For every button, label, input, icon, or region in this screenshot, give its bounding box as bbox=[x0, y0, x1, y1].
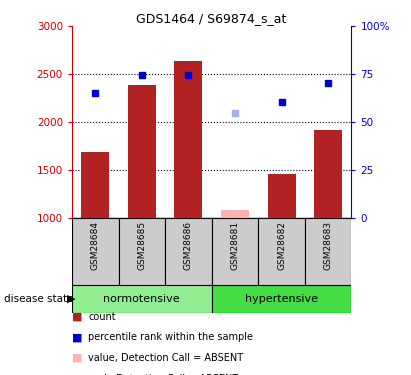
Text: ▶: ▶ bbox=[67, 294, 75, 304]
Text: rank, Detection Call = ABSENT: rank, Detection Call = ABSENT bbox=[88, 374, 239, 375]
Bar bbox=[128, 85, 156, 218]
Text: value, Detection Call = ABSENT: value, Detection Call = ABSENT bbox=[88, 353, 243, 363]
Bar bbox=[118, 217, 165, 285]
Bar bbox=[221, 210, 249, 218]
Bar bbox=[305, 217, 351, 285]
Text: ■: ■ bbox=[72, 374, 83, 375]
Text: GSM28685: GSM28685 bbox=[137, 221, 146, 270]
Bar bbox=[212, 217, 258, 285]
Bar bbox=[72, 285, 212, 313]
Text: GSM28684: GSM28684 bbox=[91, 221, 100, 270]
Bar bbox=[268, 174, 296, 217]
Text: GSM28683: GSM28683 bbox=[323, 221, 332, 270]
Text: count: count bbox=[88, 312, 116, 322]
Text: disease state: disease state bbox=[4, 294, 74, 304]
Bar bbox=[258, 217, 305, 285]
Title: GDS1464 / S69874_s_at: GDS1464 / S69874_s_at bbox=[136, 12, 287, 25]
Text: hypertensive: hypertensive bbox=[245, 294, 318, 304]
Text: ■: ■ bbox=[72, 333, 83, 342]
Text: ■: ■ bbox=[72, 312, 83, 322]
Bar bbox=[165, 217, 212, 285]
Bar bbox=[174, 61, 202, 217]
Text: GSM28682: GSM28682 bbox=[277, 221, 286, 270]
Text: ■: ■ bbox=[72, 353, 83, 363]
Bar bbox=[314, 129, 342, 218]
Text: percentile rank within the sample: percentile rank within the sample bbox=[88, 333, 253, 342]
Text: GSM28686: GSM28686 bbox=[184, 221, 193, 270]
Bar bbox=[212, 285, 351, 313]
Bar bbox=[72, 217, 118, 285]
Bar bbox=[81, 153, 109, 218]
Text: GSM28681: GSM28681 bbox=[231, 221, 240, 270]
Text: normotensive: normotensive bbox=[104, 294, 180, 304]
